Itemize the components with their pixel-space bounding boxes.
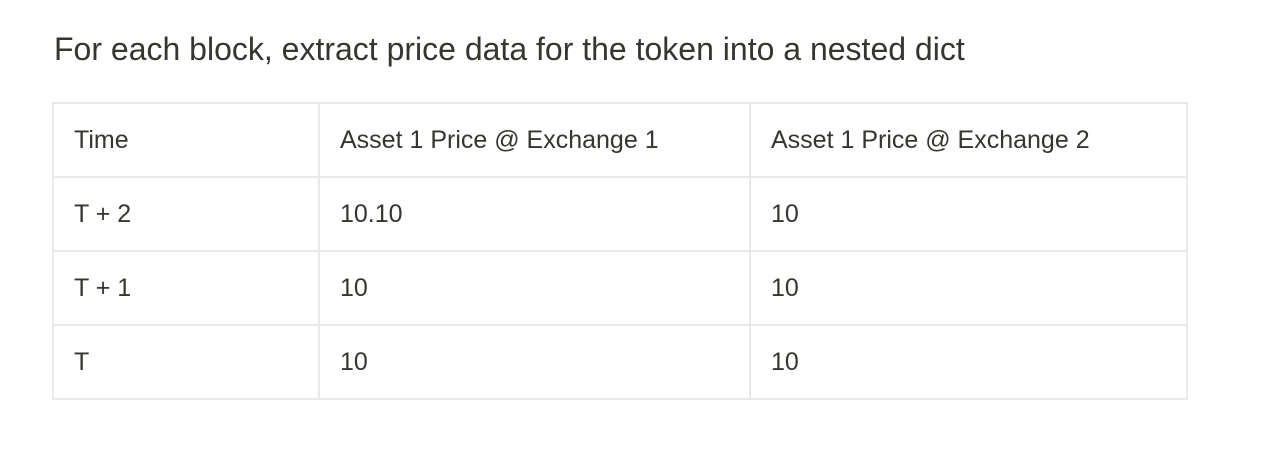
table-cell-exchange-2[interactable]: 10 <box>749 176 1188 252</box>
table-row: T + 1 10 10 <box>52 250 1188 326</box>
header-cell-exchange-2[interactable]: Asset 1 Price @ Exchange 2 <box>749 102 1188 178</box>
table-row: T 10 10 <box>52 324 1188 400</box>
table-cell-exchange-2[interactable]: 10 <box>749 324 1188 400</box>
header-cell-time[interactable]: Time <box>52 102 320 178</box>
price-table: Time Asset 1 Price @ Exchange 1 Asset 1 … <box>52 102 1188 400</box>
page-heading: For each block, extract price data for t… <box>54 31 965 67</box>
table-cell-exchange-1[interactable]: 10 <box>318 250 751 326</box>
table-cell-time[interactable]: T + 2 <box>52 176 320 252</box>
table-row: T + 2 10.10 10 <box>52 176 1188 252</box>
table-cell-time[interactable]: T + 1 <box>52 250 320 326</box>
table-header-row: Time Asset 1 Price @ Exchange 1 Asset 1 … <box>52 102 1188 178</box>
header-cell-exchange-1[interactable]: Asset 1 Price @ Exchange 1 <box>318 102 751 178</box>
table-cell-exchange-1[interactable]: 10 <box>318 324 751 400</box>
price-table-container: Time Asset 1 Price @ Exchange 1 Asset 1 … <box>52 102 1188 400</box>
table-cell-time[interactable]: T <box>52 324 320 400</box>
table-cell-exchange-1[interactable]: 10.10 <box>318 176 751 252</box>
table-cell-exchange-2[interactable]: 10 <box>749 250 1188 326</box>
